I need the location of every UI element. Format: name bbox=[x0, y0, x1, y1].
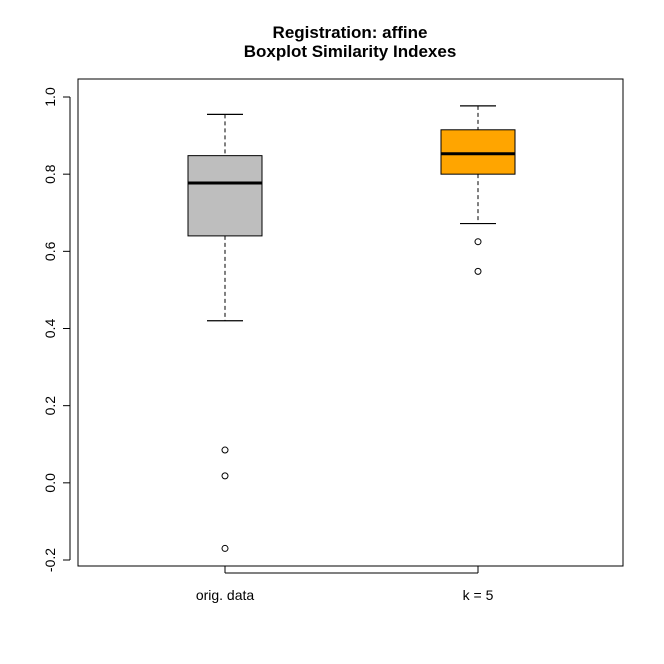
y-tick-label: 0.2 bbox=[42, 396, 58, 416]
box-iqr bbox=[440, 129, 516, 175]
outlier-point bbox=[221, 446, 229, 454]
outlier-point bbox=[474, 238, 482, 246]
chart-subtitle: Boxplot Similarity Indexes bbox=[244, 42, 457, 61]
boxes-group bbox=[187, 105, 516, 552]
outlier-point bbox=[221, 544, 229, 552]
y-tick-label: 1.0 bbox=[42, 87, 58, 107]
y-axis: -0.2 0.0 0.2 0.4 0.6 0.8 1.0 bbox=[42, 87, 71, 572]
x-tick-label: orig. data bbox=[196, 587, 255, 603]
chart-title: Registration: affine bbox=[273, 23, 428, 42]
outlier-point bbox=[221, 472, 229, 480]
y-tick-label: 0.6 bbox=[42, 241, 58, 261]
y-tick-label: 0.4 bbox=[42, 319, 58, 339]
box-iqr bbox=[187, 155, 263, 237]
x-axis: orig. data k = 5 bbox=[196, 566, 494, 603]
y-tick-label: 0.0 bbox=[42, 473, 58, 493]
y-tick-label: -0.2 bbox=[42, 548, 58, 572]
y-tick-label: 0.8 bbox=[42, 164, 58, 184]
x-tick-label: k = 5 bbox=[463, 587, 494, 603]
outlier-point bbox=[474, 267, 482, 275]
plot-frame bbox=[77, 78, 624, 567]
